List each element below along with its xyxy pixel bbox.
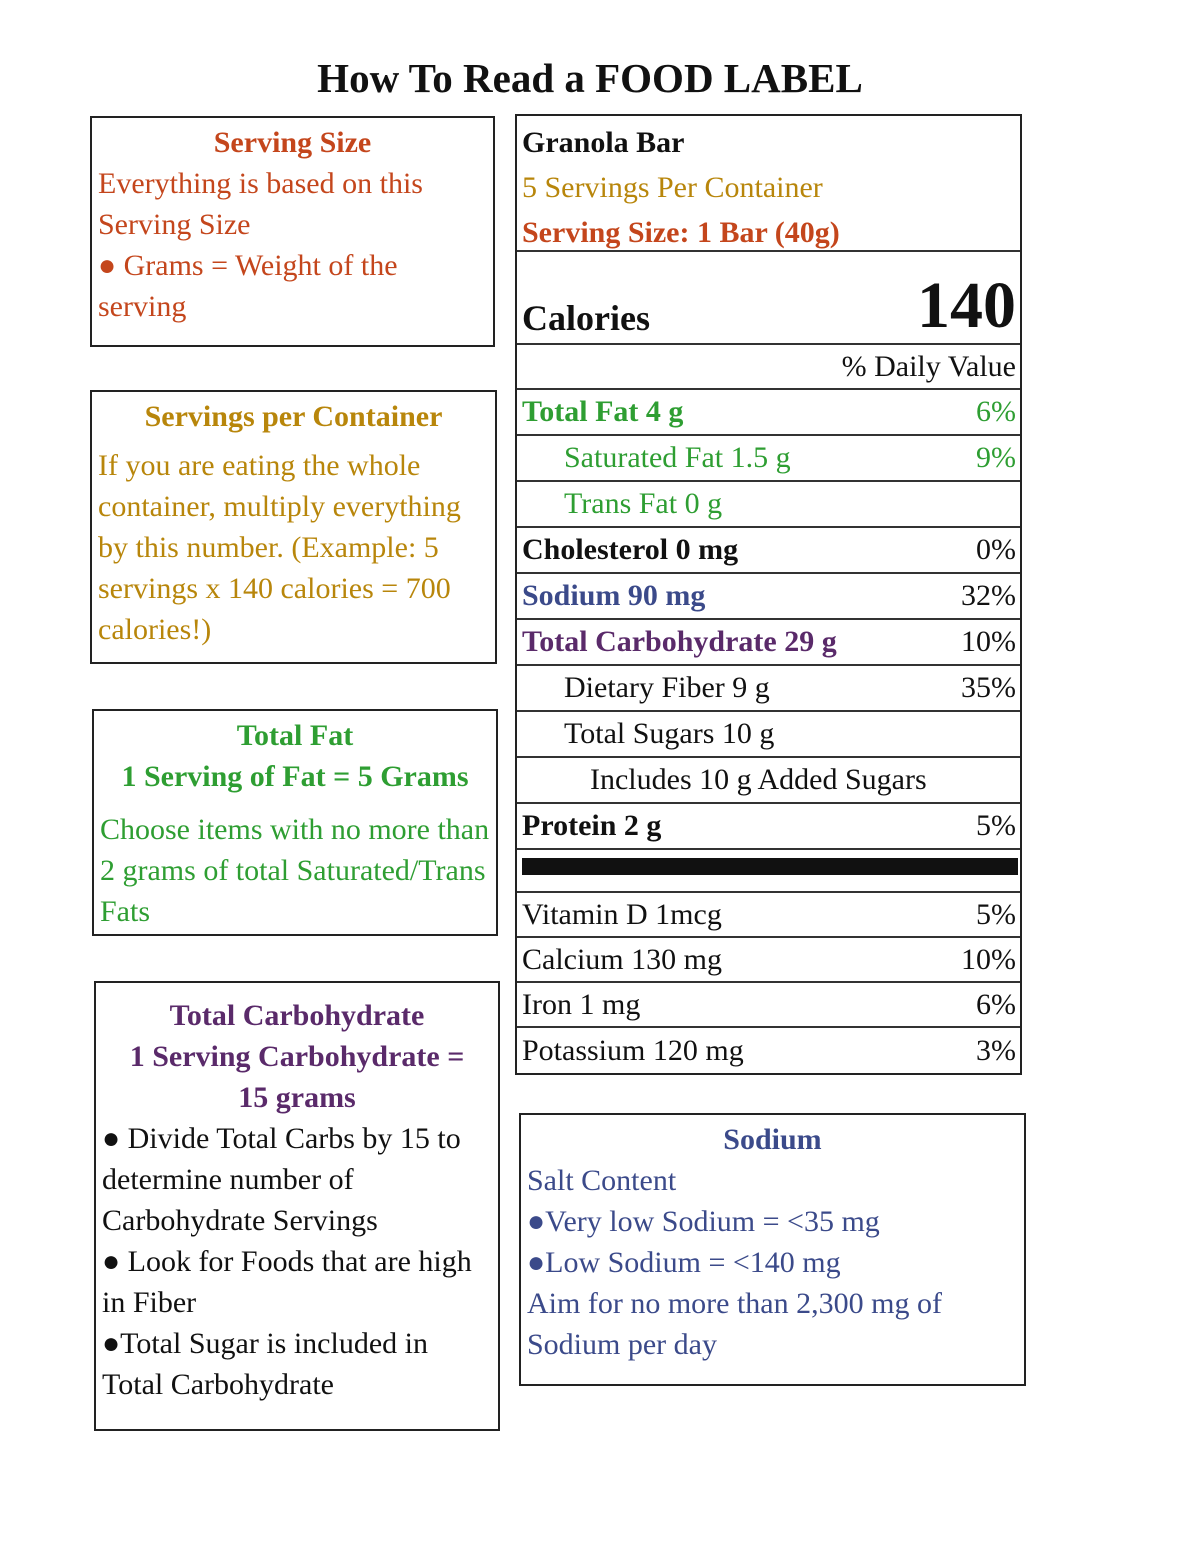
label-header: Granola Bar 5 Servings Per Container Ser…	[517, 116, 1020, 252]
sodium-line-2: ●Very low Sodium = <35 mg	[527, 1205, 880, 1238]
nutrient-daily-value: 5%	[976, 897, 1016, 931]
servings-per-container-text: If you are eating the whole container, m…	[98, 449, 461, 646]
sodium-line-1: Salt Content	[527, 1164, 677, 1197]
servings-per-container-box: Servings per Container If you are eating…	[90, 390, 497, 664]
nutrient-row: Iron 1 mg 6%	[517, 983, 1020, 1028]
carbohydrate-bullet-2: ● Look for Foods that are high in Fiber	[102, 1245, 472, 1319]
daily-value-header: % Daily Value	[517, 345, 1020, 390]
nutrient-daily-value: 32%	[961, 579, 1016, 612]
nutrient-name: Vitamin D 1mcg	[522, 897, 722, 931]
nutrient-row: Sodium 90 mg 32%	[517, 574, 1020, 620]
nutrient-daily-value: 5%	[976, 809, 1016, 842]
nutrient-name: Calcium 130 mg	[522, 942, 722, 976]
total-carbohydrate-box: Total Carbohydrate 1 Serving Carbohydrat…	[94, 981, 500, 1431]
nutrient-row: Includes 10 g Added Sugars	[517, 758, 1020, 804]
total-fat-subheading: 1 Serving of Fat = 5 Grams	[121, 760, 469, 793]
nutrient-daily-value: 0%	[976, 533, 1016, 566]
carbohydrate-bullet-3: ●Total Sugar is included in Total Carboh…	[102, 1327, 428, 1401]
nutrient-row: Potassium 120 mg 3%	[517, 1028, 1020, 1073]
vitamin-list: Vitamin D 1mcg 5% Calcium 130 mg 10% Iron 1 …	[517, 893, 1020, 1073]
nutrient-name: Total Carbohydrate 29 g	[522, 625, 837, 658]
daily-value-label: % Daily Value	[841, 349, 1016, 383]
nutrition-facts-label: Granola Bar 5 Servings Per Container Ser…	[515, 114, 1022, 1075]
nutrient-daily-value: 35%	[961, 671, 1016, 704]
nutrient-name: Protein 2 g	[522, 809, 662, 842]
nutrient-row: Protein 2 g 5%	[517, 804, 1020, 850]
nutrient-name: Saturated Fat 1.5 g	[564, 441, 791, 474]
nutrient-name: Potassium 120 mg	[522, 1033, 744, 1067]
nutrient-name: Total Sugars 10 g	[564, 717, 775, 750]
serving-size-box: Serving Size Everything is based on this…	[90, 116, 495, 347]
nutrient-daily-value: 6%	[976, 395, 1016, 428]
nutrient-name: Trans Fat 0 g	[564, 487, 723, 520]
nutrient-row: Total Carbohydrate 29 g 10%	[517, 620, 1020, 666]
calories-value: 140	[917, 269, 1016, 342]
nutrient-daily-value: 6%	[976, 987, 1016, 1021]
sodium-line-3: ●Low Sodium = <140 mg	[527, 1246, 841, 1279]
total-fat-text: Choose items with no more than 2 grams o…	[100, 813, 490, 928]
nutrient-daily-value: 10%	[961, 942, 1016, 976]
nutrient-name: Total Fat 4 g	[522, 395, 684, 428]
nutrient-daily-value: 9%	[976, 441, 1016, 474]
nutrient-row: Trans Fat 0 g	[517, 482, 1020, 528]
servings-per-container-heading: Servings per Container	[144, 400, 443, 433]
carbohydrate-subheading: 1 Serving Carbohydrate = 15 grams	[129, 1040, 465, 1114]
serving-size-heading: Serving Size	[213, 126, 372, 159]
sodium-heading: Sodium	[723, 1123, 822, 1156]
nutrient-row: Saturated Fat 1.5 g 9%	[517, 436, 1020, 482]
product-name: Granola Bar	[522, 126, 685, 159]
page-title: How To Read a FOOD LABEL	[317, 55, 863, 101]
serving-size-text: Everything is based on this Serving Size	[98, 167, 423, 241]
carbohydrate-heading: Total Carbohydrate	[169, 999, 425, 1032]
thick-bar	[522, 858, 1018, 875]
nutrient-row: Total Sugars 10 g	[517, 712, 1020, 758]
nutrient-list: Total Fat 4 g 6% Saturated Fat 1.5 g 9% Tran…	[517, 390, 1020, 850]
total-fat-box: Total Fat 1 Serving of Fat = 5 Grams Cho…	[92, 709, 498, 936]
serving-size: Serving Size: 1 Bar (40g)	[522, 216, 840, 249]
carbohydrate-bullet-1: ● Divide Total Carbs by 15 to determine …	[102, 1122, 461, 1237]
nutrient-daily-value: 10%	[961, 625, 1016, 658]
total-fat-heading: Total Fat	[236, 719, 354, 752]
nutrient-name: Cholesterol 0 mg	[522, 533, 739, 566]
nutrient-name: Sodium 90 mg	[522, 579, 706, 612]
nutrient-row: Cholesterol 0 mg 0%	[517, 528, 1020, 574]
nutrient-name: Dietary Fiber 9 g	[564, 671, 770, 704]
nutrient-row: Dietary Fiber 9 g 35%	[517, 666, 1020, 712]
sodium-line-4: Aim for no more than 2,300 mg of Sodium …	[527, 1287, 942, 1361]
thick-divider	[517, 850, 1020, 893]
nutrient-daily-value: 3%	[976, 1033, 1016, 1067]
nutrient-row: Calcium 130 mg 10%	[517, 938, 1020, 983]
calories-label: Calories	[522, 298, 650, 338]
nutrient-row: Total Fat 4 g 6%	[517, 390, 1020, 436]
calories-row: Calories 140	[517, 252, 1020, 345]
nutrient-name: Includes 10 g Added Sugars	[590, 763, 927, 796]
serving-size-bullet: ● Grams = Weight of the serving	[98, 249, 398, 323]
nutrient-row: Vitamin D 1mcg 5%	[517, 893, 1020, 938]
sodium-box: Sodium Salt Content ●Very low Sodium = <…	[519, 1113, 1026, 1386]
servings-per-container: 5 Servings Per Container	[522, 171, 823, 204]
nutrient-name: Iron 1 mg	[522, 987, 641, 1021]
